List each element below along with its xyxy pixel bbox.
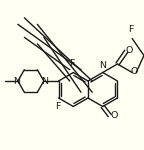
Text: F: F — [70, 60, 75, 69]
Text: F: F — [128, 26, 134, 34]
Text: N: N — [99, 60, 106, 69]
Text: N: N — [13, 78, 20, 87]
Text: O: O — [126, 46, 133, 55]
Text: F: F — [55, 102, 60, 111]
Text: O: O — [110, 111, 117, 120]
Text: O: O — [130, 67, 138, 76]
Text: N: N — [41, 78, 48, 87]
